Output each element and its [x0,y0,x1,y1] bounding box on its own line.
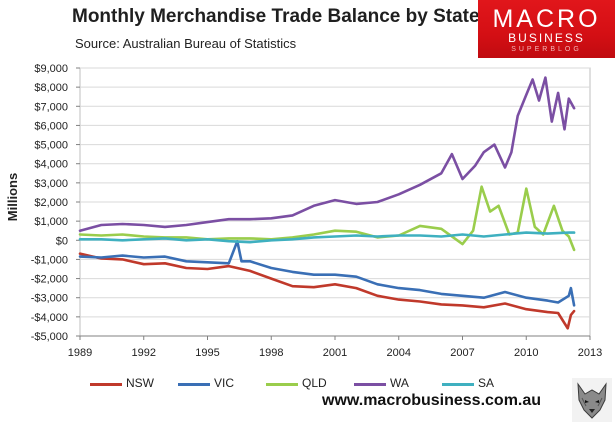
y-tick-label: $5,000 [34,140,68,152]
series-line-qld [78,185,576,252]
legend-label: QLD [302,376,327,390]
y-tick-label: $4,000 [34,159,68,171]
series-line-vic [78,239,576,307]
y-tick-label: $8,000 [34,82,68,94]
series-line-nsw [78,252,576,330]
chart-title: Monthly Merchandise Trade Balance by Sta… [72,6,480,27]
macro-business-logo: MACRO BUSINESS SUPERBLOG [478,0,615,58]
legend-swatch [266,383,298,386]
x-tick-label: 2010 [514,347,538,359]
y-tick-label: $7,000 [34,101,68,113]
y-tick-label: $9,000 [34,63,68,75]
legend-swatch [442,383,474,386]
logo-text-superblog: SUPERBLOG [511,46,582,53]
x-tick-label: 1998 [259,347,283,359]
legend-label: VIC [214,376,235,390]
y-tick-label: $0 [56,235,68,247]
legend-swatch [354,383,386,386]
x-tick-label: 2007 [450,347,474,359]
x-tick-label: 2013 [578,347,602,359]
chart-legend: NSW VIC QLD WA SA [90,375,530,393]
logo-text-business: BUSINESS [508,31,585,45]
y-tick-label: -$5,000 [31,331,68,343]
x-tick-label: 1992 [132,347,156,359]
series-line-sa [78,231,576,244]
wolf-head-icon [572,378,612,422]
series-line-wa [78,76,576,232]
y-tick-label: $2,000 [34,197,68,209]
y-tick-label: $3,000 [34,178,68,190]
legend-label: SA [478,376,495,390]
x-tick-label: 1989 [68,347,92,359]
x-tick-label: 1995 [195,347,219,359]
y-tick-label: -$4,000 [31,312,68,324]
website-url: www.macrobusiness.com.au [322,392,542,409]
legend-swatch [90,383,122,386]
y-tick-label: -$2,000 [31,274,68,286]
y-tick-label: -$1,000 [31,254,68,266]
logo-text-macro: MACRO [492,5,601,33]
y-tick-label: -$3,000 [31,293,68,305]
x-tick-label: 2004 [387,347,411,359]
legend-swatch [178,383,210,386]
legend-label: WA [390,376,409,390]
legend-label: NSW [126,376,154,390]
y-axis-label: Millions [5,173,20,221]
y-tick-label: $6,000 [34,120,68,132]
chart-source: Source: Australian Bureau of Statistics [75,36,297,51]
y-tick-label: $1,000 [34,216,68,228]
x-tick-label: 2001 [323,347,347,359]
